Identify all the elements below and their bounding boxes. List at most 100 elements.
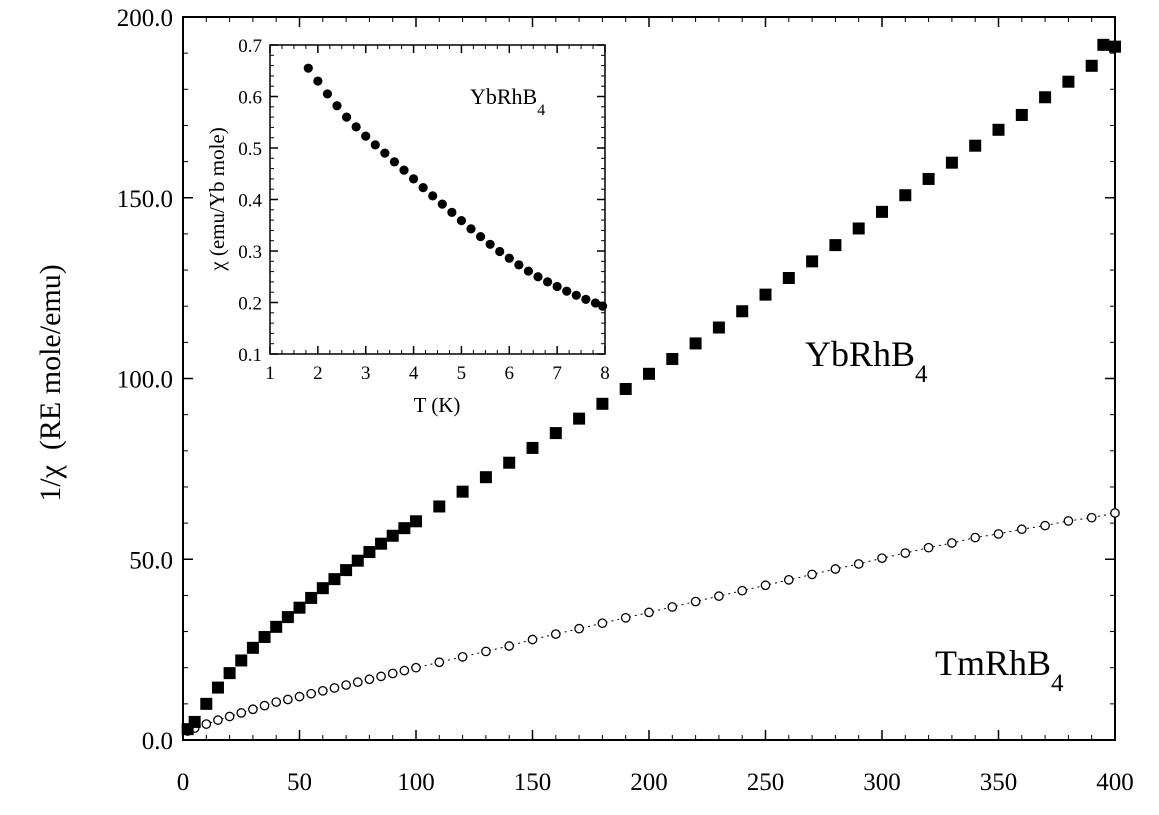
- tmrhb4-point: [690, 596, 701, 607]
- ybrhb4-point: [992, 123, 1005, 136]
- main-series-tmrhb4: [182, 508, 1120, 736]
- ybrhb4-point: [1109, 40, 1121, 53]
- inset-ybrhb4-point: [322, 89, 333, 99]
- main-series-ybrhb4: [181, 38, 1121, 736]
- tmrhb4-point: [877, 553, 887, 564]
- ybrhb4-point: [328, 573, 341, 586]
- x-tick-label: 6: [505, 363, 515, 384]
- ybrhb4-point: [1085, 59, 1098, 72]
- tmrhb4-point: [830, 564, 841, 574]
- tmrhb4-point: [550, 629, 561, 639]
- inset-ybrhb4-point: [313, 76, 323, 86]
- inset-ybrhb4-point: [303, 63, 313, 73]
- tmrhb4-point: [1063, 516, 1074, 526]
- inset-ybrhb4-point: [370, 140, 380, 150]
- x-tick-label: 150: [514, 769, 552, 796]
- ybrhb4-point: [363, 546, 376, 559]
- y-tick-label: 0.1: [238, 345, 262, 366]
- ybrhb4-point: [689, 337, 702, 350]
- ybrhb4-point: [712, 321, 725, 334]
- inset-series-ybrhb4: [303, 63, 608, 311]
- ybrhb4-point: [666, 352, 679, 365]
- x-tick-label: 7: [552, 363, 562, 384]
- ybrhb4-point: [643, 367, 655, 380]
- ybrhb4-point: [398, 522, 411, 535]
- inset-ybrhb4-point: [523, 266, 534, 276]
- main-tick-labels: 0 50 100 150 200 250 300 350 4000.050.0100.0150.…: [117, 5, 1134, 796]
- tmrhb4-point: [644, 607, 654, 618]
- ybrhb4-point: [852, 222, 865, 235]
- inset-ybrhb4-point: [552, 281, 562, 292]
- ybrhb4-point: [549, 427, 562, 440]
- ybrhb4-point: [200, 697, 213, 710]
- tmrhb4-point: [667, 602, 678, 612]
- inset-ybrhb4-point: [408, 174, 419, 184]
- ybrhb4-point: [305, 591, 318, 604]
- ybrhb4-point: [375, 537, 388, 550]
- tmrhb4-point: [1040, 520, 1050, 531]
- ybrhb4-point: [456, 485, 469, 498]
- tmrhb4-point: [213, 715, 223, 725]
- ybrhb4-point: [969, 139, 982, 152]
- tmrhb4-point: [923, 542, 934, 553]
- ybrhb4-point: [503, 456, 516, 469]
- ybrhb4-point: [759, 288, 772, 301]
- tmrhb4-point: [1086, 512, 1097, 523]
- inset-ybrhb4-point: [504, 253, 514, 263]
- ybrhb4-point: [736, 305, 749, 318]
- inset-ybrhb4-point: [456, 216, 467, 226]
- x-tick-label: 300: [863, 769, 901, 796]
- tmrhb4-point: [236, 708, 247, 718]
- ybrhb4-point: [782, 272, 795, 285]
- ybrhb4-point: [270, 620, 283, 633]
- x-tick-label: 5: [457, 363, 467, 384]
- inset-ybrhb4-point: [418, 183, 428, 193]
- inset-ybrhb4-point: [542, 277, 553, 287]
- main-annotation-tmrhb4: TmRhB4: [935, 643, 1064, 697]
- y-tick-label: 150.0: [117, 186, 173, 213]
- inset-ybrhb4-point: [389, 157, 400, 167]
- inset-ybrhb4-point: [598, 301, 608, 311]
- main-chart: 0 50 100 150 200 250 300 350 4000.050.0100.0150.…: [34, 5, 1134, 796]
- ybrhb4-point: [806, 255, 819, 268]
- inset-ybrhb4-point: [590, 298, 601, 308]
- inset-ybrhb4-point: [332, 101, 342, 111]
- inset-ybrhb4-point: [447, 207, 457, 217]
- tmrhb4-point: [1016, 524, 1027, 535]
- x-tick-label: 4: [409, 363, 419, 384]
- tmrhb4-point: [1110, 508, 1120, 518]
- ybrhb4-point: [351, 554, 364, 567]
- tmrhb4-point: [259, 700, 270, 711]
- ybrhb4-point: [246, 641, 259, 654]
- x-tick-label: 250: [747, 769, 785, 796]
- tmrhb4-point: [387, 668, 398, 679]
- tmrhb4-point: [376, 671, 386, 682]
- inset-background: [270, 45, 605, 354]
- tmrhb4-point: [434, 657, 445, 668]
- ybrhb4-point: [235, 654, 248, 667]
- ybrhb4-point: [1039, 91, 1052, 104]
- tmrhb4-point: [760, 580, 771, 591]
- x-tick-label: 100: [397, 769, 435, 796]
- y-tick-label: 0.3: [238, 242, 262, 263]
- tmrhb4-point: [329, 683, 340, 693]
- tmrhb4-point: [714, 591, 724, 601]
- ybrhb4-point: [386, 529, 399, 542]
- ybrhb4-point: [922, 172, 935, 185]
- ybrhb4-point: [211, 681, 224, 694]
- ybrhb4-point: [188, 715, 201, 728]
- tmrhb4-line: [187, 512, 1116, 732]
- tmrhb4-point: [201, 719, 212, 729]
- tmrhb4-point: [504, 641, 515, 651]
- ybrhb4-point: [945, 156, 958, 169]
- ybrhb4-point: [1097, 38, 1110, 51]
- ybrhb4-point: [223, 667, 236, 680]
- tmrhb4-point: [527, 634, 538, 645]
- tmrhb4-point: [317, 685, 328, 696]
- y-tick-label: 0.5: [238, 139, 262, 160]
- inset-ybrhb4-point: [495, 246, 505, 257]
- ybrhb4-point: [340, 564, 353, 577]
- x-tick-label: 200: [630, 769, 668, 796]
- y-tick-label: 0.2: [238, 294, 262, 315]
